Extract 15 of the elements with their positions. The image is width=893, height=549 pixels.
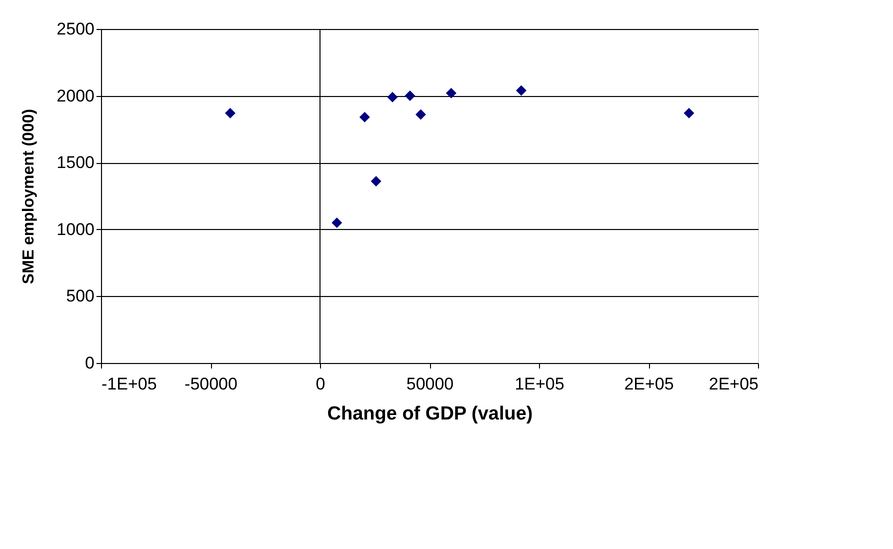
x-tick-label: 50000 <box>406 374 454 394</box>
x-tick-label: 0 <box>316 374 326 394</box>
y-tick-label: 2000 <box>56 86 94 106</box>
y-tick-label: 500 <box>66 286 94 306</box>
x-tick-label: -50000 <box>184 374 238 394</box>
y-axis-title: SME employment (000) <box>20 108 38 284</box>
x-tick-label: 1E+05 <box>514 374 564 394</box>
y-tick-label: 1000 <box>56 220 94 239</box>
y-tick-label: 0 <box>85 354 94 372</box>
x-tick-label: 2E+05 <box>624 374 674 394</box>
y-tick-label: 2500 <box>56 20 94 38</box>
y-tick-label: 1500 <box>56 153 94 172</box>
x-tick-label: 2E+05 <box>708 374 758 394</box>
x-tick-label: -1E+05 <box>102 374 157 394</box>
x-axis-title: Change of GDP (value) <box>327 404 533 424</box>
